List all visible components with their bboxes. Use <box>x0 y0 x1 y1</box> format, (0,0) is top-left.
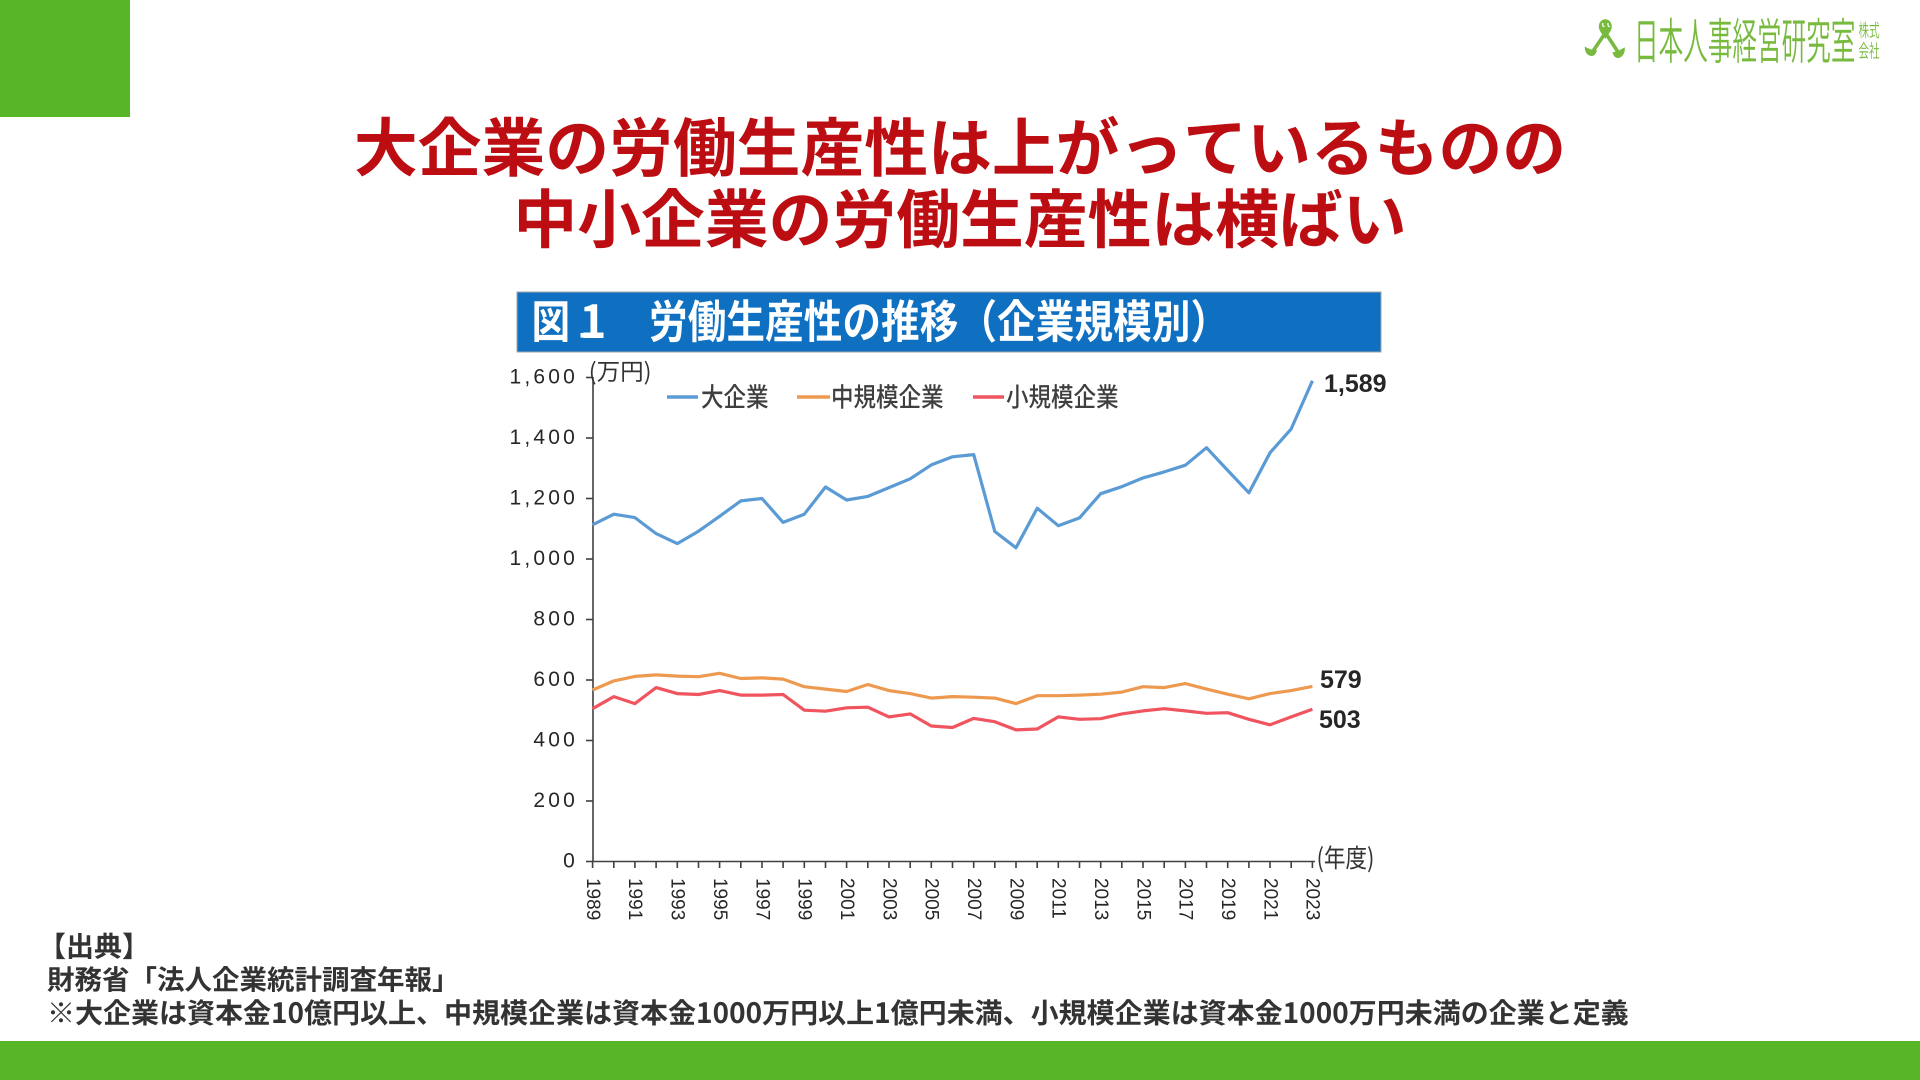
svg-text:1,589: 1,589 <box>1324 370 1387 398</box>
svg-text:800: 800 <box>533 608 578 631</box>
svg-text:1,200: 1,200 <box>509 487 578 510</box>
svg-text:2003: 2003 <box>878 878 899 920</box>
svg-text:1,400: 1,400 <box>509 426 578 449</box>
svg-text:503: 503 <box>1319 706 1361 734</box>
svg-text:2017: 2017 <box>1175 878 1196 920</box>
svg-text:2001: 2001 <box>836 878 857 920</box>
svg-text:600: 600 <box>533 668 578 691</box>
svg-text:1,000: 1,000 <box>509 547 578 570</box>
svg-text:2009: 2009 <box>1005 878 1026 920</box>
svg-text:2011: 2011 <box>1048 878 1069 919</box>
svg-text:1,600: 1,600 <box>509 366 578 389</box>
svg-text:2019: 2019 <box>1217 878 1238 920</box>
svg-text:1991: 1991 <box>624 878 645 920</box>
svg-text:400: 400 <box>533 729 578 752</box>
svg-text:2021: 2021 <box>1259 878 1280 920</box>
svg-text:2013: 2013 <box>1090 878 1111 920</box>
svg-text:1997: 1997 <box>751 878 772 920</box>
svg-text:1989: 1989 <box>582 878 603 920</box>
svg-text:1999: 1999 <box>794 878 815 920</box>
svg-text:0: 0 <box>563 850 578 873</box>
svg-text:2015: 2015 <box>1132 878 1153 920</box>
svg-text:2023: 2023 <box>1302 878 1323 920</box>
svg-text:1993: 1993 <box>667 878 688 920</box>
svg-text:2005: 2005 <box>921 878 942 920</box>
svg-text:2007: 2007 <box>963 878 984 920</box>
svg-text:200: 200 <box>533 789 578 812</box>
svg-text:579: 579 <box>1320 666 1362 694</box>
svg-text:1995: 1995 <box>709 878 730 920</box>
